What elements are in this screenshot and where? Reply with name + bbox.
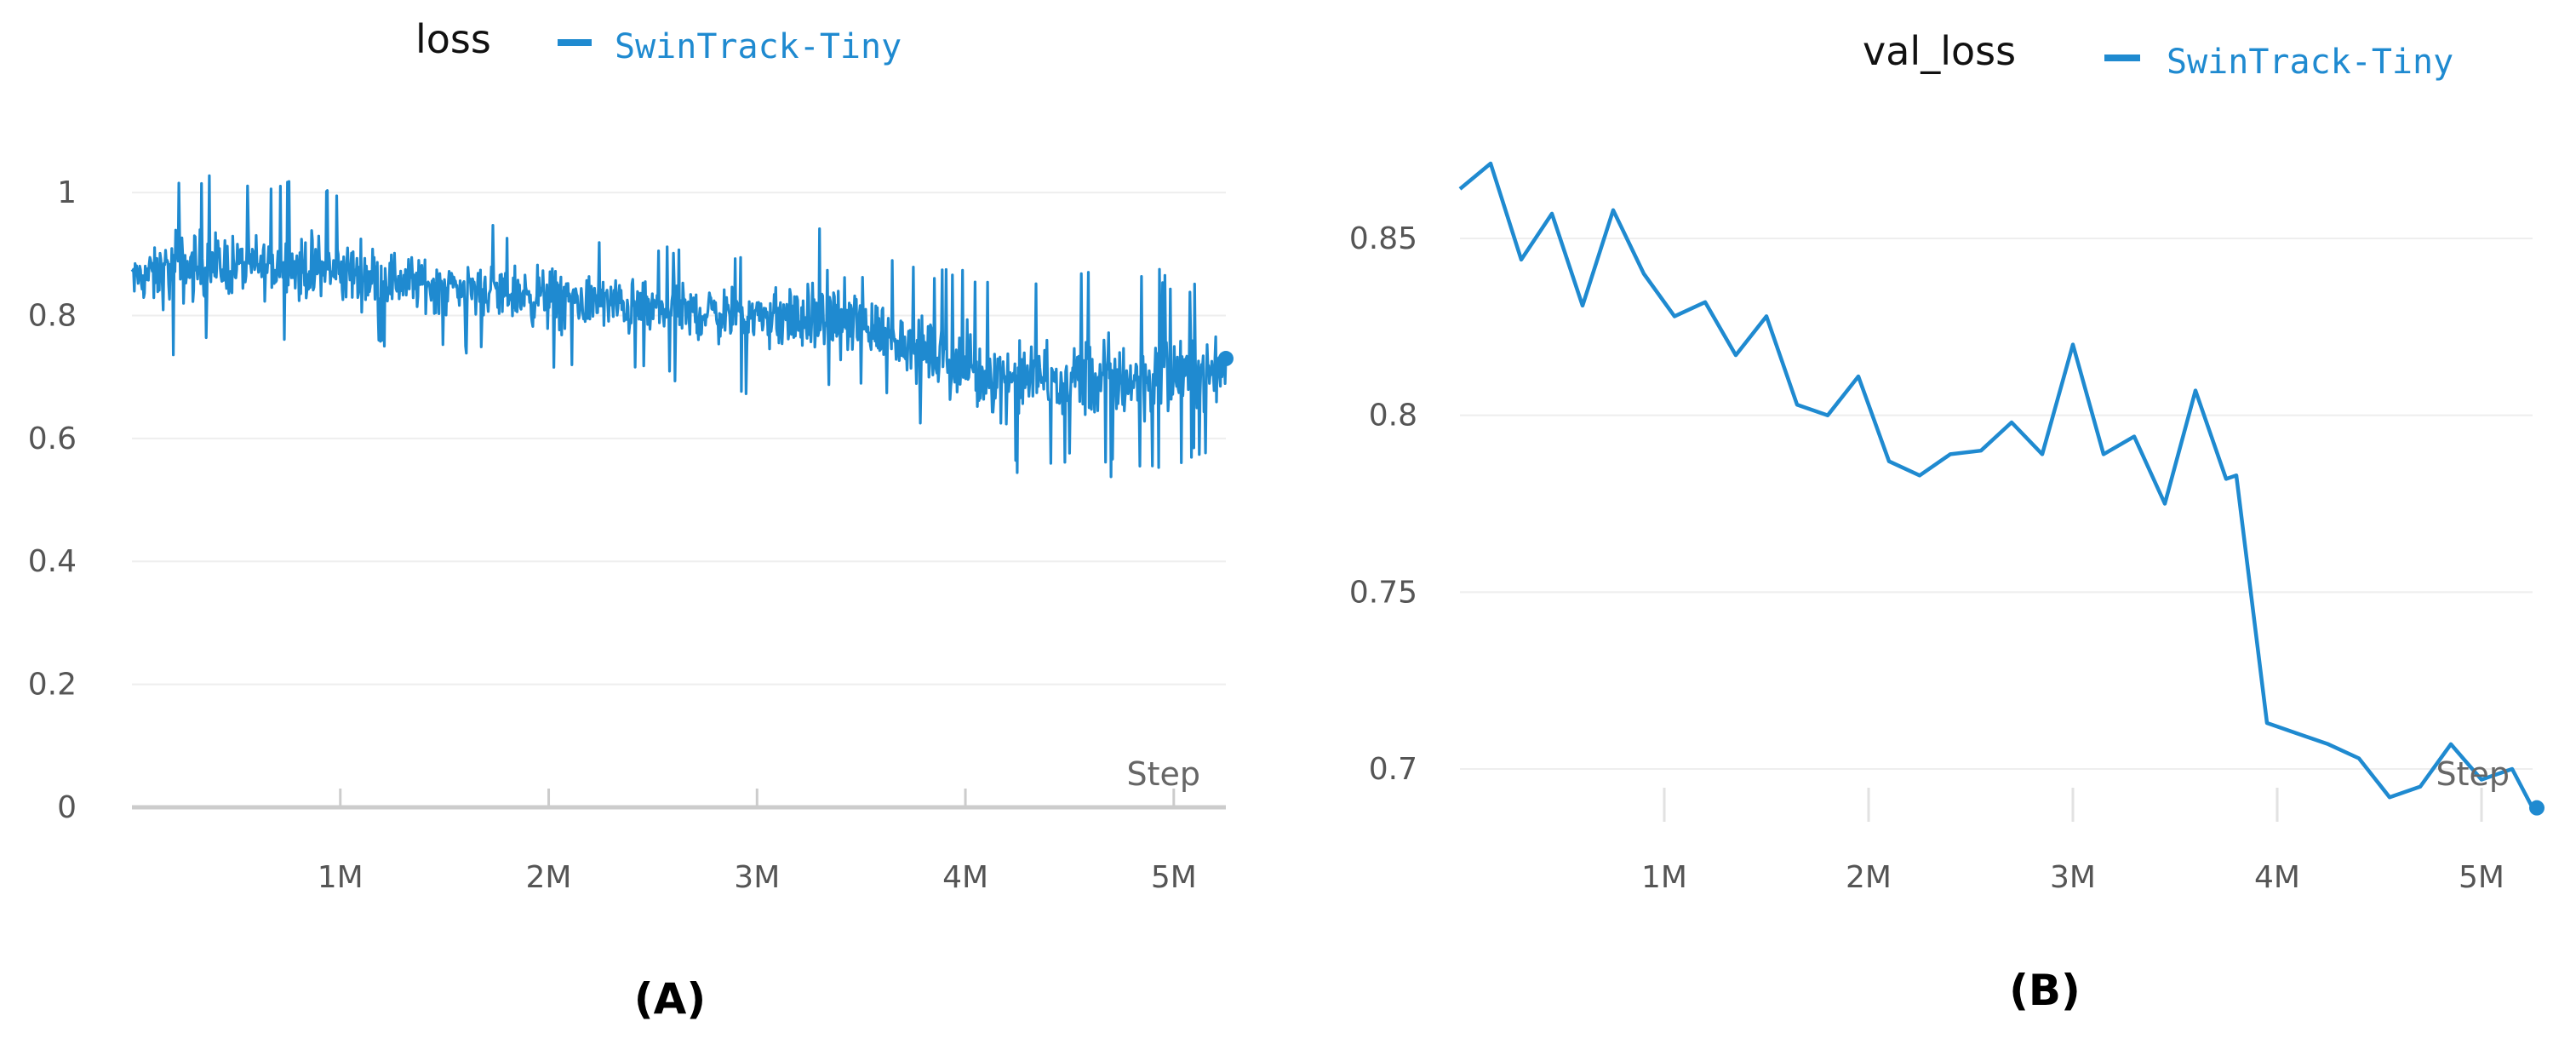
x-tick-label: 4M xyxy=(942,860,988,895)
y-tick-label: 0.2 xyxy=(28,668,77,703)
y-tick-label: 0.6 xyxy=(28,422,77,456)
x-axis-label-val-loss: Step xyxy=(2436,755,2510,793)
x-tick-label: 2M xyxy=(526,860,572,895)
y-tick-label: 0.7 xyxy=(1369,752,1417,787)
y-tick-label: 0.8 xyxy=(28,298,77,333)
y-ticks-loss: 0 0.2 0.4 0.6 0.8 1 xyxy=(28,175,77,825)
y-tick-label: 1 xyxy=(57,175,77,210)
y-tick-label: 0.8 xyxy=(1369,399,1417,433)
x-tick-label: 3M xyxy=(2050,860,2096,895)
x-tick-label: 3M xyxy=(734,860,780,895)
loss-chart: loss SwinTrack-Tiny 0 0.2 0.4 0.6 0.8 1 1M 2M 3… xyxy=(28,16,1234,1024)
x-ticks-val-loss: 1M 2M 3M 4M 5M xyxy=(1641,788,2504,895)
series-loss xyxy=(130,174,1234,479)
series-line xyxy=(130,174,1228,479)
x-tick-label: 5M xyxy=(2459,860,2504,895)
y-tick-label: 0.4 xyxy=(28,544,77,579)
legend-label-loss: SwinTrack-Tiny xyxy=(615,27,902,66)
val-loss-chart: val_loss SwinTrack-Tiny 0.7 0.75 0.8 0.85 1… xyxy=(1349,28,2545,1015)
y-ticks-val-loss: 0.7 0.75 0.8 0.85 xyxy=(1349,221,1417,787)
y-tick-label: 0.85 xyxy=(1349,221,1417,256)
last-point-marker xyxy=(1218,351,1234,367)
legend-label-val-loss: SwinTrack-Tiny xyxy=(2167,43,2453,82)
y-tick-label: 0.75 xyxy=(1349,575,1417,610)
x-ticks-loss: 1M 2M 3M 4M 5M xyxy=(318,789,1197,895)
x-tick-label: 1M xyxy=(318,860,364,895)
x-tick-label: 2M xyxy=(1846,860,1892,895)
x-tick-label: 5M xyxy=(1151,860,1197,895)
caption-b: (B) xyxy=(2009,966,2081,1015)
series-val-loss xyxy=(1458,161,2545,816)
chart-title-val-loss: val_loss xyxy=(1863,28,2016,74)
series-line xyxy=(1458,161,2534,809)
last-point-marker xyxy=(2529,800,2545,816)
x-tick-label: 4M xyxy=(2254,860,2300,895)
y-tick-label: 0 xyxy=(57,790,77,825)
x-tick-label: 1M xyxy=(1641,860,1687,895)
x-axis-label-loss: Step xyxy=(1126,755,1200,793)
grid-val-loss xyxy=(1460,238,2533,770)
caption-a: (A) xyxy=(634,974,706,1024)
chart-title-loss: loss xyxy=(415,16,491,62)
